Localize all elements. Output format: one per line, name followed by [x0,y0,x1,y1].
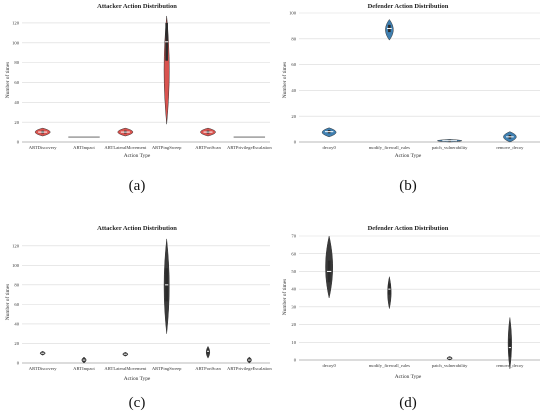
y-tick-label-c: 120 [12,243,20,248]
x-tick-label-d: modify_firewall_rules [369,363,410,368]
y-tick-label-b: 60 [291,62,296,67]
caption-b: (b) [399,178,417,194]
violin-b-0 [321,127,337,138]
x-tick-label-a: ARTPrivilegeEscalation [227,145,272,150]
x-tick-label-d: decoy0 [322,363,336,368]
x-tick-label-b: modify_firewall_rules [369,145,410,150]
y-tick-label-b: 0 [294,140,297,145]
plot-area-c: 0 20 40 60 80 100 120 ARTDiscovery ARTImpact ARTL… [12,238,272,371]
chart-title-a: Attacker Action Distribution [97,3,177,10]
y-tick-label-a: 40 [14,100,19,105]
violin-c-1 [81,356,87,364]
violin-a-4 [200,127,216,137]
violin-b-2 [437,139,463,143]
y-tick-label-a: 80 [14,60,19,65]
violin-body [163,15,170,125]
violin-c-0 [39,351,46,356]
y-tick-label-b: 20 [291,114,296,119]
y-tick-label-d: 70 [291,234,296,239]
x-axis-label-d: Action Type [395,374,422,380]
x-tick-label-d: patch_vulnerability [432,363,468,368]
x-tick-label-b: remove_decoy [496,145,524,150]
y-tick-label-b: 100 [289,11,297,16]
violin-d-2 [446,356,453,361]
y-tick-label-d: 30 [291,304,296,309]
y-tick-label-a: 20 [14,120,19,125]
x-axis-label-a: Action Type [124,153,151,159]
panel-b: Defender Action Distribution 0 20 40 60 80 10… [281,3,540,194]
y-tick-label-c: 20 [14,341,19,346]
violin-d-0 [325,235,333,299]
x-tick-label-a: ARTPingSweep [152,145,182,150]
x-tick-label-d: remove_decoy [496,363,524,368]
x-tick-label-a: ARTLateralMovement [104,145,147,150]
y-tick-label-a: 0 [17,140,20,145]
violin-c-3 [163,238,170,334]
violin-d-3 [507,317,512,369]
y-tick-label-b: 80 [291,36,296,41]
y-tick-label-a: 120 [12,21,20,26]
plot-area-a: 0 20 40 60 80 100 120 ARTDiscovery ARTImpact ARTL… [12,15,272,150]
y-axis-label-a: Number of times [4,62,11,99]
x-tick-label-c: ARTPrivilegeEscalation [227,366,272,371]
chart-title-c: Attacker Action Distribution [97,225,177,232]
x-tick-label-c: ARTDiscovery [29,366,57,371]
caption-a: (a) [129,178,146,194]
y-tick-label-c: 0 [17,361,20,366]
plot-area-d: 0 10 20 30 40 50 60 70 decoy0 modify_firewall_rul… [291,234,540,369]
chart-title-b: Defender Action Distribution [368,3,449,10]
x-tick-label-a: ARTDiscovery [29,145,57,150]
x-axis-label-b: Action Type [395,153,422,159]
caption-d: (d) [399,395,417,411]
panel-c: Attacker Action Distribution 0 20 40 60 80 10… [4,225,272,411]
y-tick-label-c: 100 [12,263,20,268]
y-axis-label-d: Number of times [281,279,288,316]
violin-b-1 [385,19,394,41]
y-tick-label-c: 60 [14,302,19,307]
violin-c-5 [246,356,252,364]
y-tick-label-a: 60 [14,80,19,85]
x-tick-label-b: decoy0 [322,145,336,150]
x-axis-label-c: Action Type [124,376,151,382]
panel-d: Defender Action Distribution 0 10 20 30 40 50… [281,225,540,411]
y-tick-label-a: 100 [12,40,20,45]
violin-a-2 [117,127,134,137]
x-tick-label-a: ARTPortScan [195,145,221,150]
y-tick-label-d: 60 [291,251,296,256]
plot-area-b: 0 20 40 60 80 100 decoy0 modify_firewall_rules p… [289,11,540,150]
x-tick-label-c: ARTLateralMovement [104,366,147,371]
x-tick-label-c: ARTPortScan [195,366,221,371]
y-tick-label-d: 40 [291,287,296,292]
y-tick-label-d: 50 [291,269,296,274]
y-tick-label-c: 40 [14,322,19,327]
y-tick-label-d: 10 [291,340,296,345]
violin-d-1 [387,276,392,309]
panel-a: Attacker Action Distribution 0 20 40 60 80 10… [4,3,272,194]
violin-c-2 [122,351,129,357]
caption-c: (c) [129,395,146,411]
violin-a-0 [34,127,51,137]
y-axis-label-b: Number of times [281,62,288,99]
x-tick-label-c: ARTPingSweep [152,366,182,371]
y-tick-label-d: 0 [294,358,297,363]
y-tick-label-c: 80 [14,282,19,287]
y-axis-label-c: Number of times [4,284,11,321]
x-tick-label-b: patch_vulnerability [432,145,468,150]
violin-a-3 [163,15,170,125]
violin-c-4 [205,345,211,359]
y-tick-label-d: 20 [291,322,296,327]
violin-b-3 [503,131,517,143]
x-tick-label-c: ARTImpact [73,366,95,371]
y-tick-label-b: 40 [291,88,296,93]
chart-title-d: Defender Action Distribution [368,225,449,232]
x-tick-label-a: ARTImpact [73,145,95,150]
